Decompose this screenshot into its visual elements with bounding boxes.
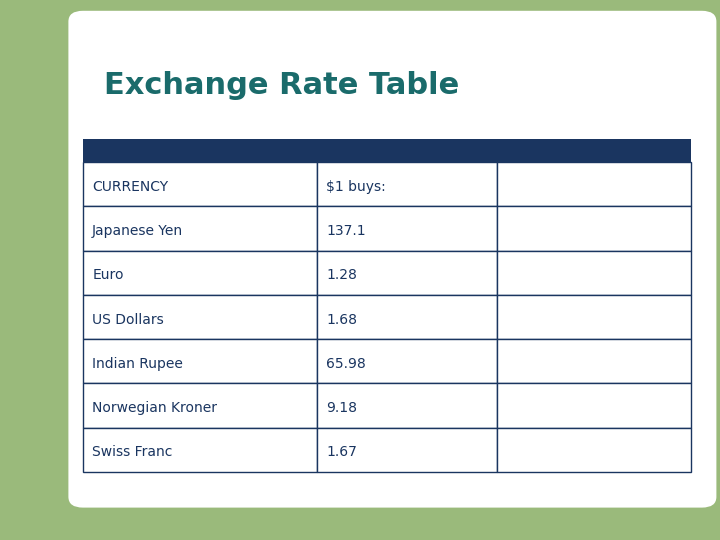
- Text: 1.68: 1.68: [326, 313, 357, 327]
- Bar: [497, 295, 691, 339]
- Bar: [497, 383, 691, 428]
- Text: CURRENCY: CURRENCY: [92, 180, 168, 194]
- Bar: [317, 383, 497, 428]
- Text: Swiss Franc: Swiss Franc: [92, 446, 173, 460]
- Bar: [83, 139, 691, 162]
- Bar: [317, 295, 497, 339]
- Bar: [497, 251, 691, 295]
- Text: 65.98: 65.98: [326, 357, 366, 371]
- Text: 1.67: 1.67: [326, 446, 357, 460]
- Text: $1 buys:: $1 buys:: [326, 180, 386, 194]
- Bar: [317, 428, 497, 472]
- Bar: [497, 339, 691, 383]
- FancyBboxPatch shape: [68, 11, 716, 508]
- Bar: [83, 206, 317, 251]
- Bar: [83, 383, 317, 428]
- Bar: [317, 162, 497, 206]
- Text: Euro: Euro: [92, 268, 124, 282]
- Bar: [317, 251, 497, 295]
- Bar: [83, 428, 317, 472]
- Bar: [497, 162, 691, 206]
- Text: Japanese Yen: Japanese Yen: [92, 224, 184, 238]
- Text: 1.28: 1.28: [326, 268, 357, 282]
- Bar: [317, 206, 497, 251]
- Bar: [83, 251, 317, 295]
- Text: 137.1: 137.1: [326, 224, 366, 238]
- Bar: [83, 295, 317, 339]
- Bar: [83, 162, 317, 206]
- Text: Indian Rupee: Indian Rupee: [92, 357, 183, 371]
- Text: US Dollars: US Dollars: [92, 313, 164, 327]
- Bar: [83, 339, 317, 383]
- Bar: [497, 206, 691, 251]
- Bar: [317, 339, 497, 383]
- Bar: [497, 428, 691, 472]
- Text: 9.18: 9.18: [326, 401, 357, 415]
- Text: Norwegian Kroner: Norwegian Kroner: [92, 401, 217, 415]
- Text: Exchange Rate Table: Exchange Rate Table: [104, 71, 459, 100]
